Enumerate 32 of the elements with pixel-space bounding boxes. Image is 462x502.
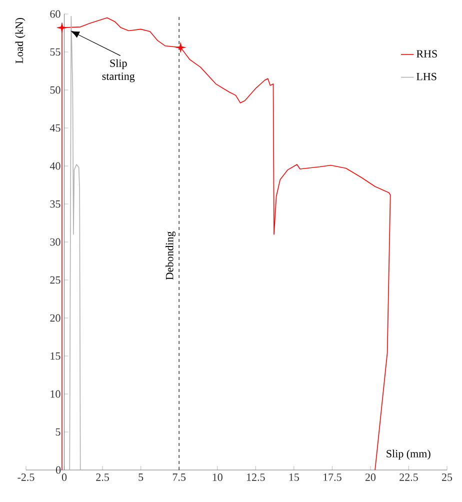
x-tick-label: -2.5 — [18, 474, 34, 481]
legend-label: RHS — [416, 50, 437, 58]
y-tick-label: 25 — [50, 276, 60, 284]
y-tick-label: 35 — [50, 200, 60, 208]
x-tick-label: 10 — [212, 474, 222, 481]
y-tick-label: 55 — [50, 48, 60, 56]
y-tick-label: 10 — [50, 390, 60, 398]
y-axis-title: Load (kN) — [15, 18, 26, 64]
x-axis-title: Slip (mm) — [386, 450, 430, 460]
annotation: Slip starting — [102, 59, 135, 82]
legend-label: LHS — [416, 72, 436, 80]
x-tick-label: 20 — [365, 474, 376, 481]
line-series — [69, 16, 81, 470]
y-tick-label: 40 — [50, 162, 60, 170]
y-tick-label: 20 — [50, 314, 60, 322]
ref-line-label: Debonding — [166, 231, 176, 280]
y-tick-label: 60 — [50, 10, 60, 18]
y-tick-label: 45 — [50, 124, 60, 132]
x-tick-label: 7.5 — [172, 474, 186, 481]
x-tick-label: 17.5 — [324, 474, 342, 481]
y-tick-label: 50 — [50, 86, 60, 94]
x-tick-label: 2.5 — [96, 474, 109, 481]
x-tick-label: 5 — [138, 474, 144, 481]
y-tick-label: 0 — [56, 466, 61, 474]
x-tick-label: 12.5 — [246, 474, 265, 481]
y-tick-label: 30 — [50, 238, 60, 246]
x-tick-label: 15 — [289, 474, 299, 481]
y-tick-label: 15 — [50, 352, 60, 360]
x-tick-label: 25 — [442, 474, 452, 481]
y-tick-label: 5 — [56, 428, 60, 436]
x-tick-label: 0 — [62, 474, 67, 481]
x-tick-label: 22.5 — [400, 474, 418, 481]
